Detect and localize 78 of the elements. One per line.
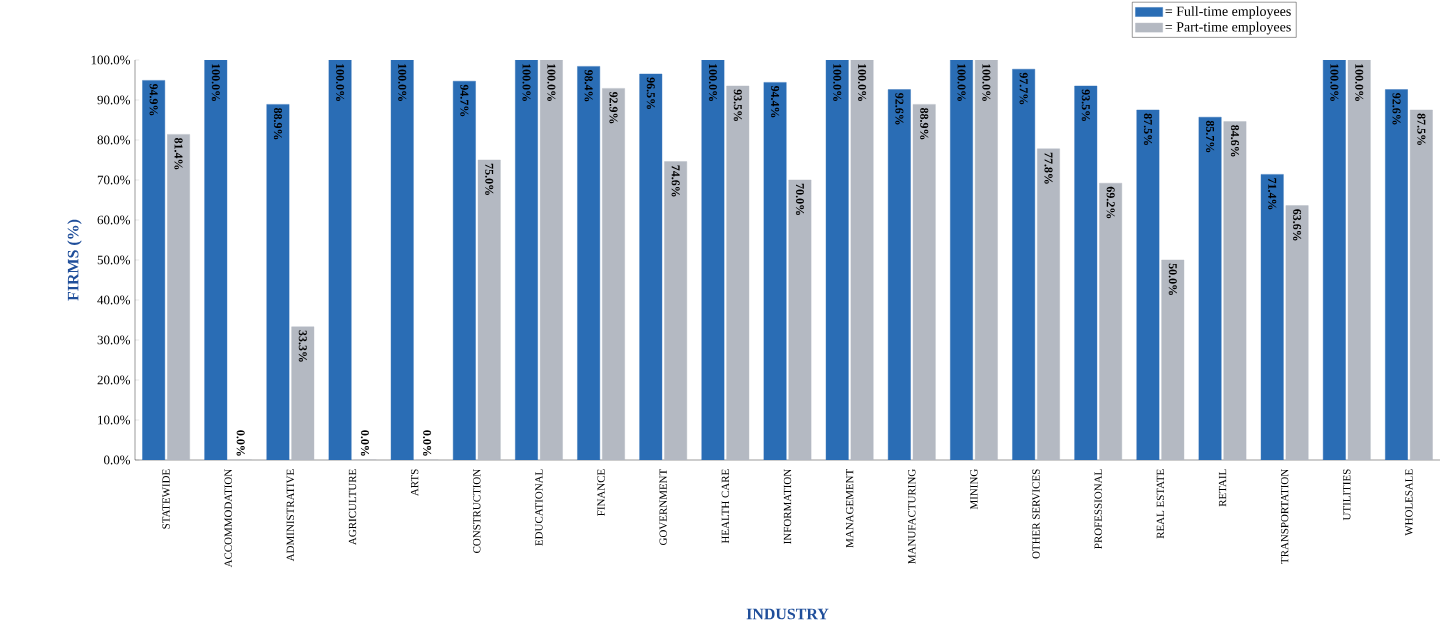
y-tick-label: 50.0% — [97, 255, 131, 265]
data-label: 100.0% — [833, 64, 842, 101]
data-label: 94.7% — [460, 84, 469, 117]
data-label: 0.0% — [360, 430, 369, 456]
y-tick-label: 40.0% — [97, 295, 131, 305]
legend-label: = Part-time employees — [1165, 21, 1291, 35]
x-tick-label: TRANSPORTATION — [1280, 469, 1289, 564]
y-tick-label: 60.0% — [97, 215, 131, 225]
data-label: 85.7% — [1206, 120, 1215, 153]
data-label: 97.7% — [1019, 72, 1028, 105]
x-tick-label: OTHER SERVICES — [1032, 469, 1040, 559]
x-tick-label: CONSTRUCTION — [473, 469, 481, 553]
y-tick-label: 100.0% — [91, 55, 131, 65]
x-tick-label: WHOLESALE — [1405, 469, 1413, 536]
data-label: 94.4% — [771, 85, 780, 118]
x-tick-label: STATEWIDE — [162, 469, 170, 529]
data-label: 100.0% — [1330, 64, 1339, 101]
data-label: 100.0% — [957, 64, 966, 101]
x-tick-label: UTILITIES — [1343, 469, 1351, 521]
data-label: 100.0% — [211, 64, 220, 101]
data-label: 88.9% — [273, 107, 282, 140]
x-axis-title: INDUSTRY — [746, 608, 829, 620]
y-tick-label: 10.0% — [98, 415, 131, 425]
x-tick-label: HEALTH CARE — [721, 469, 730, 544]
y-tick-label: 90.0% — [97, 95, 131, 105]
x-tick-label: GOVERNMENT — [659, 468, 667, 546]
data-label: 0.0% — [236, 430, 245, 456]
y-axis-title: FIRMS (%) — [67, 219, 82, 301]
x-tick-label: ACCOMMODATION — [224, 469, 232, 568]
data-label: 70.0% — [795, 183, 804, 215]
data-label: 71.4% — [1268, 178, 1277, 210]
x-tick-label: AGRICULTURE — [348, 469, 357, 545]
y-tick-label: 80.0% — [97, 135, 131, 145]
y-tick-label: 70.0% — [97, 175, 131, 185]
data-label: 98.4% — [584, 69, 593, 102]
data-label: 0.0% — [423, 430, 432, 456]
x-tick-label: MINING — [970, 469, 978, 510]
x-tick-label: PROFESSIONAL — [1094, 469, 1102, 549]
data-label: 75.0% — [485, 163, 494, 195]
y-tick-label: 0.0% — [104, 455, 131, 465]
x-tick-label: ADMINISTRATIVE — [286, 469, 295, 562]
data-label: 100.0% — [398, 64, 407, 101]
data-label: 77.8% — [1044, 152, 1053, 184]
data-label: 63.6% — [1293, 209, 1302, 241]
data-label: 100.0% — [336, 64, 345, 101]
x-tick-label: INFORMATION — [783, 469, 792, 544]
data-label: 100.0% — [858, 64, 867, 101]
legend-label: = Full-time employees — [1165, 6, 1291, 19]
data-label: 92.9% — [609, 91, 618, 124]
data-label: 74.6% — [671, 165, 680, 197]
data-label: 69.2% — [1106, 186, 1115, 219]
data-label: 100.0% — [1355, 64, 1364, 101]
data-label: 92.6% — [895, 93, 904, 125]
data-label: 93.5% — [733, 89, 742, 121]
data-label: 100.0% — [982, 64, 991, 101]
x-tick-label: FINANCE — [597, 469, 605, 516]
x-tick-label: ARTS — [410, 469, 419, 497]
data-label: 94.9% — [149, 83, 158, 116]
data-label: 33.3% — [298, 330, 307, 362]
x-tick-label: EDUCATIONAL — [535, 469, 543, 546]
data-label: 93.5% — [1081, 89, 1090, 121]
x-tick-label: RETAIL — [1218, 469, 1227, 507]
data-label: 87.5% — [1143, 113, 1152, 145]
x-tick-label: MANUFACTURING — [908, 469, 916, 564]
data-label: 100.0% — [708, 64, 717, 101]
data-label: 84.6% — [1230, 125, 1239, 157]
data-label: 88.9% — [920, 107, 929, 140]
data-label: 87.5% — [1417, 113, 1426, 145]
data-label: 92.6% — [1392, 93, 1401, 125]
x-tick-label: REAL ESTATE — [1156, 469, 1165, 539]
data-label: 96.5% — [646, 77, 655, 109]
y-tick-label: 30.0% — [97, 335, 131, 345]
y-tick-label: 20.0% — [97, 375, 131, 385]
x-tick-label: MANAGEMENT — [845, 468, 854, 548]
data-label: 100.0% — [522, 64, 531, 101]
data-label: 50.0% — [1168, 263, 1177, 295]
data-label: 81.4% — [174, 137, 183, 170]
data-label: 100.0% — [547, 64, 556, 101]
